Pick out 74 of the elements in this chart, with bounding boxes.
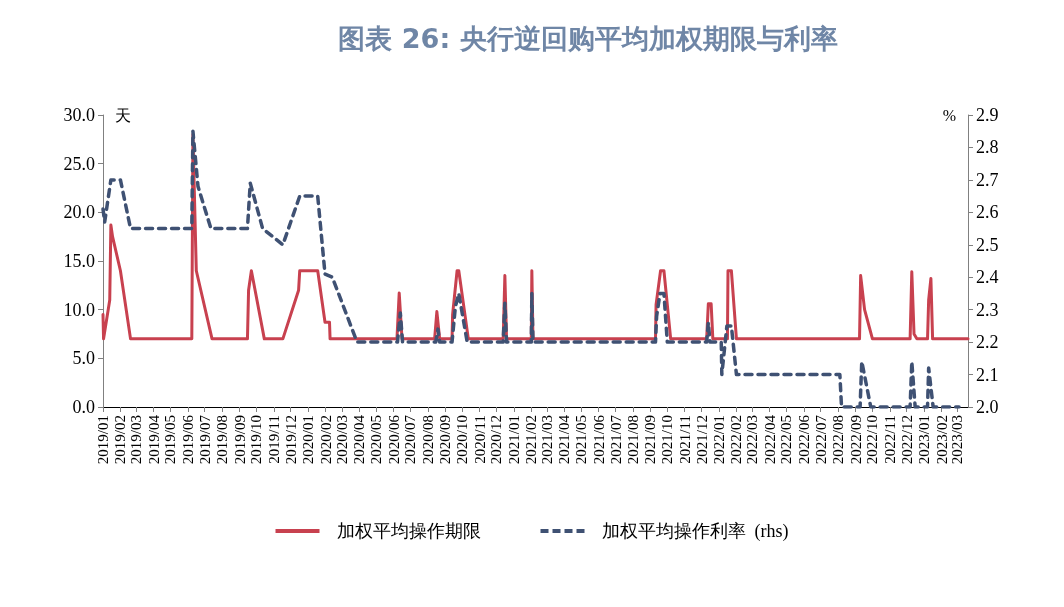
x-tick-label: 2022/05	[778, 415, 795, 465]
x-tick-label: 2021/02	[523, 415, 540, 465]
y2-tick-label: 2.0	[976, 397, 999, 417]
x-tick-label: 2019/01	[95, 415, 111, 465]
y-tick-label: 15.0	[63, 251, 95, 271]
x-tick-label: 2023/01	[916, 415, 933, 465]
x-tick-label: 2020/10	[454, 415, 471, 465]
x-tick-label: 2020/11	[471, 415, 488, 464]
x-tick-label: 2022/03	[744, 415, 761, 465]
x-tick-label: 2019/02	[112, 415, 129, 465]
x-tick-label: 2019/10	[248, 415, 265, 465]
x-tick-label: 2019/04	[145, 414, 162, 465]
x-tick-label: 2019/03	[128, 415, 145, 465]
x-tick-label: 2021/04	[556, 414, 573, 465]
x-tick-label: 2021/06	[590, 414, 607, 465]
y2-tick-label: 2.2	[976, 332, 999, 353]
x-tick-label: 2022/06	[795, 414, 812, 465]
x-tick-label: 2020/01	[300, 415, 317, 465]
y-axis-title: 天	[115, 106, 131, 124]
x-tick-label: 2020/06	[385, 414, 402, 465]
x-tick-label: 2022/01	[711, 415, 728, 465]
x-tick-label: 2020/07	[402, 414, 419, 465]
y-tick-label: 25.0	[63, 153, 95, 174]
x-tick-label: 2022/11	[881, 415, 898, 464]
x-tick-label: 2021/12	[693, 415, 710, 465]
y-tick-label: 30.0	[63, 105, 95, 125]
x-tick-label: 2019/05	[162, 415, 179, 465]
x-tick-label: 2021/09	[642, 415, 659, 465]
x-tick-label: 2022/04	[761, 414, 778, 465]
y2-tick-label: 2.3	[976, 299, 999, 320]
y2-tick-label: 2.7	[976, 169, 999, 190]
x-tick-label: 2023/03	[949, 415, 966, 465]
y-tick-label: 20.0	[63, 202, 95, 223]
x-tick-label: 2023/02	[933, 415, 950, 465]
x-tick-label: 2022/02	[728, 415, 745, 465]
y2-tick-label: 2.4	[976, 267, 999, 288]
x-tick-label: 2022/09	[847, 415, 864, 465]
y2-axis-title: %	[942, 106, 956, 124]
y-tick-label: 0.0	[72, 397, 95, 417]
x-tick-label: 2019/07	[196, 414, 213, 465]
y2-tick-label: 2.8	[976, 137, 999, 158]
x-tick-label: 2021/05	[573, 415, 590, 465]
x-tick-label: 2019/12	[282, 415, 299, 465]
x-tick-label: 2022/08	[830, 415, 847, 465]
x-tick-label: 2020/12	[488, 415, 505, 465]
x-tick-label: 2020/03	[333, 415, 350, 465]
x-tick-label: 2022/12	[898, 415, 915, 465]
x-tick-label: 2021/08	[625, 415, 642, 465]
line-series	[101, 129, 961, 409]
x-tick-label: 2019/11	[265, 415, 282, 464]
x-tick-label: 2020/08	[419, 415, 436, 465]
x-tick-label: 2021/11	[676, 415, 693, 464]
x-tick-label: 2020/02	[317, 415, 334, 465]
x-tick-label: 2021/01	[505, 415, 522, 465]
y-tick-label: 10.0	[63, 299, 95, 320]
x-tick-label: 2021/07	[607, 414, 624, 465]
x-tick-label: 2019/09	[231, 415, 248, 465]
x-tick-label: 2020/09	[437, 415, 454, 465]
x-tick-label: 2019/06	[179, 414, 196, 465]
legend-label: 加权平均操作利率 (rhs)	[601, 521, 789, 542]
x-tick-label: 2021/03	[539, 415, 556, 465]
x-tick-label: 2019/08	[214, 415, 231, 465]
y2-tick-label: 2.5	[976, 234, 999, 255]
chart-title: 图表 26: 央行逆回购平均加权期限与利率	[338, 23, 838, 54]
x-tick-label: 2021/10	[659, 415, 676, 465]
y2-tick-label: 2.1	[976, 364, 999, 385]
x-tick-label: 2020/04	[351, 414, 368, 465]
x-tick-label: 2022/07	[812, 414, 829, 465]
x-tick-label: 2020/05	[368, 415, 385, 465]
y2-tick-label: 2.9	[976, 105, 999, 125]
x-tick-label: 2022/10	[864, 415, 881, 465]
y2-tick-label: 2.6	[976, 202, 999, 223]
y-tick-label: 5.0	[72, 348, 95, 369]
legend-label: 加权平均操作期限	[336, 521, 481, 541]
